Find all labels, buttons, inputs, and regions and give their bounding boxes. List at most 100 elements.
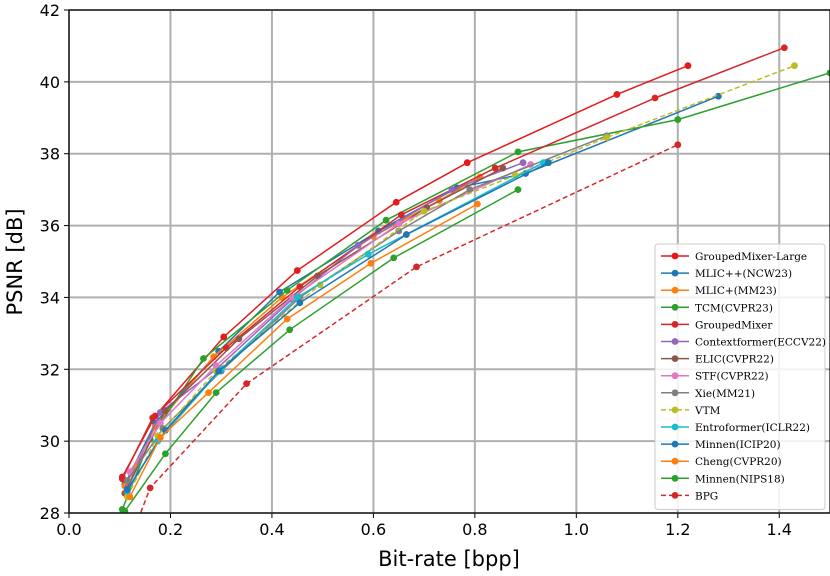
data-point-minnen-icip20	[402, 231, 410, 238]
y-tick-label: 32	[40, 360, 60, 379]
data-point-bpg	[413, 263, 420, 271]
legend-marker	[671, 440, 679, 448]
data-point-xie-mm21	[123, 477, 131, 485]
data-point-contextformer-eccv22	[519, 159, 527, 167]
data-point-groupedmixer	[780, 44, 788, 52]
legend-item: Xie(MM21)	[661, 388, 755, 400]
legend-item: ELIC(CVPR22)	[661, 354, 774, 366]
x-tick-label: 1.2	[665, 520, 690, 539]
legend-label: Xie(MM21)	[695, 388, 755, 400]
data-point-tcm-cvpr23	[514, 148, 522, 156]
legend-label: GroupedMixer-Large	[695, 251, 807, 263]
data-point-tcm-cvpr23	[674, 116, 682, 123]
data-point-minnen-icip20	[215, 367, 223, 375]
data-point-minnen-nips18	[161, 450, 169, 458]
data-point-stf-cvpr22	[395, 220, 403, 228]
y-tick-label: 40	[40, 73, 60, 92]
data-point-cheng-cvpr20	[283, 315, 291, 323]
data-point-entroformer-iclr22	[293, 294, 301, 301]
legend: GroupedMixer-Large MLIC++(NCW23) MLIC+(MM2…	[654, 243, 826, 510]
data-point-groupedmixer-large	[463, 159, 471, 167]
series-line-stf-cvpr22	[129, 163, 532, 473]
data-point-groupedmixer	[491, 164, 499, 172]
x-tick-label: 0.6	[361, 520, 386, 539]
data-point-xie-mm21	[395, 227, 403, 235]
legend-box	[654, 243, 826, 510]
legend-label: Contextformer(ECCV22)	[695, 337, 826, 349]
data-point-stf-cvpr22	[212, 362, 220, 370]
data-point-vtm	[791, 62, 798, 70]
data-point-minnen-nips18	[390, 254, 398, 262]
legend-marker	[671, 457, 679, 465]
legend-marker	[671, 423, 679, 431]
legend-marker	[671, 338, 679, 345]
data-point-entroformer-iclr22	[364, 250, 372, 258]
legend-label: STF(CVPR22)	[695, 371, 769, 383]
data-point-cheng-cvpr20	[205, 389, 212, 397]
legend-marker	[671, 321, 679, 328]
legend-label: Entroformer(ICLR22)	[695, 422, 810, 434]
legend-label: Minnen(ICIP20)	[695, 439, 781, 451]
series-cheng-cvpr20	[126, 200, 481, 501]
series-line-vtm	[126, 64, 795, 498]
series-line-cheng-cvpr20	[129, 203, 478, 498]
data-point-elic-cvpr22	[161, 407, 169, 415]
data-point-cheng-cvpr20	[156, 434, 164, 441]
data-point-vtm	[603, 134, 611, 141]
data-point-contextformer-eccv22	[448, 186, 456, 194]
plot-frame	[68, 9, 830, 514]
legend-item: VTM	[661, 405, 721, 417]
data-point-tcm-cvpr23	[826, 69, 830, 77]
data-point-bpg	[243, 380, 250, 388]
x-tick-label: 0.2	[158, 520, 183, 539]
y-tick-label: 42	[40, 1, 60, 20]
legend-item: GroupedMixer-Large	[661, 251, 807, 263]
legend-item: MLIC+(MM23)	[661, 285, 777, 297]
data-point-tcm-cvpr23	[283, 286, 291, 294]
data-point-groupedmixer-large	[684, 62, 692, 70]
legend-marker	[671, 474, 679, 482]
data-point-bpg	[146, 484, 154, 492]
data-point-groupedmixer-large	[293, 267, 301, 274]
data-point-bpg	[674, 141, 682, 149]
legend-label: VTM	[694, 405, 721, 417]
data-point-xie-mm21	[466, 186, 474, 194]
legend-marker	[671, 269, 679, 277]
legend-label: GroupedMixer	[695, 319, 773, 331]
data-point-cheng-cvpr20	[367, 259, 375, 267]
data-point-minnen-nips18	[286, 326, 294, 334]
legend-item: Minnen(ICIP20)	[661, 439, 781, 451]
legend-marker	[671, 372, 679, 380]
data-point-contextformer-eccv22	[354, 241, 362, 249]
x-tick-label: 0.0	[56, 520, 81, 539]
y-tick-label: 36	[40, 217, 60, 236]
legend-marker	[671, 492, 679, 499]
legend-label: Minnen(NIPS18)	[695, 473, 785, 485]
legend-label: TCM(CVPR23)	[695, 302, 773, 314]
data-point-vtm	[420, 207, 428, 215]
data-point-elic-cvpr22	[235, 335, 243, 343]
legend-label: BPG	[695, 490, 718, 502]
series-minnen-nips18	[121, 186, 522, 513]
data-point-minnen-nips18	[121, 507, 129, 513]
legend-label: MLIC++(NCW23)	[695, 268, 792, 280]
data-point-groupedmixer	[651, 94, 659, 102]
legend-marker	[671, 406, 679, 414]
legend-marker	[671, 286, 679, 294]
legend-label: Cheng(CVPR20)	[695, 456, 782, 468]
legend-item: BPG	[661, 490, 718, 502]
data-point-groupedmixer	[397, 211, 405, 219]
x-tick-label: 0.8	[462, 520, 487, 539]
data-point-elic-cvpr22	[499, 164, 507, 172]
legend-label: MLIC+(MM23)	[695, 285, 777, 297]
data-point-stf-cvpr22	[288, 294, 296, 301]
legend-item: Minnen(NIPS18)	[661, 473, 785, 485]
data-point-cheng-cvpr20	[474, 200, 481, 208]
series-line-minnen-nips18	[124, 188, 519, 512]
legend-item: GroupedMixer	[661, 319, 773, 331]
data-point-minnen-icip20	[296, 299, 304, 307]
legend-item: TCM(CVPR23)	[661, 302, 773, 314]
legend-marker	[671, 303, 679, 311]
series-line-groupedmixer-large	[121, 65, 689, 478]
